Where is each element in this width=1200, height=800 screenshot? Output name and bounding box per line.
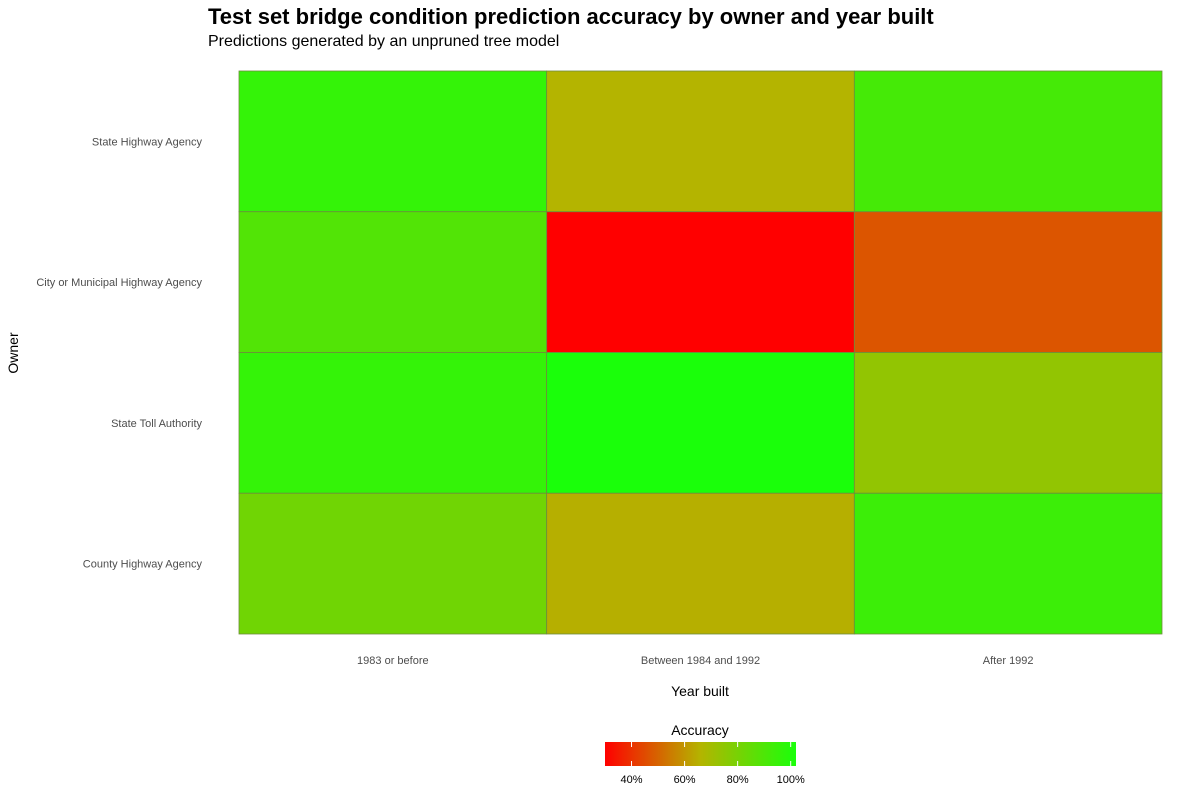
chart-subtitle: Predictions generated by an unpruned tre… [208,33,560,50]
x-tick-labels: 1983 or before Between 1984 and 1992 After… [357,655,1033,667]
heatmap-cell [546,492,855,635]
heatmap-cell [546,352,855,494]
heatmap-cells [238,70,1163,635]
y-tick-label: City or Municipal Highway Agency [36,277,202,289]
heatmap-cell [238,492,548,635]
legend-tick-label: 100% [777,774,805,786]
heatmap-cell [238,70,548,213]
legend-tick-label: 40% [621,774,643,786]
legend-ticks: 40% 60% 80% 100% [621,742,805,786]
y-tick-label: State Highway Agency [92,136,203,148]
x-axis-label: Year built [671,683,729,699]
heatmap-cell [853,492,1163,635]
heatmap-cell [546,70,855,213]
y-tick-label: County Highway Agency [83,559,203,571]
legend-color-bar [605,742,796,766]
y-tick-labels: State Highway Agency City or Municipal Hi… [36,136,202,570]
heatmap-cell [238,352,548,494]
y-tick-label: State Toll Authority [111,418,202,430]
legend-tick-label: 60% [674,774,696,786]
heatmap-cell [853,211,1163,353]
chart-title: Test set bridge condition prediction acc… [208,4,934,29]
legend-tick-label: 80% [727,774,749,786]
color-legend: Accuracy 40% 60% 80% 100% [605,722,805,786]
y-axis-label: Owner [5,332,21,374]
heatmap-cell [546,211,855,353]
x-tick-label: After 1992 [983,655,1034,667]
x-tick-label: 1983 or before [357,655,429,667]
heatmap-cell [853,352,1163,494]
legend-title: Accuracy [671,722,729,738]
heatmap-cell [853,70,1163,213]
x-tick-label: Between 1984 and 1992 [641,655,760,667]
heatmap-cell [238,211,548,353]
